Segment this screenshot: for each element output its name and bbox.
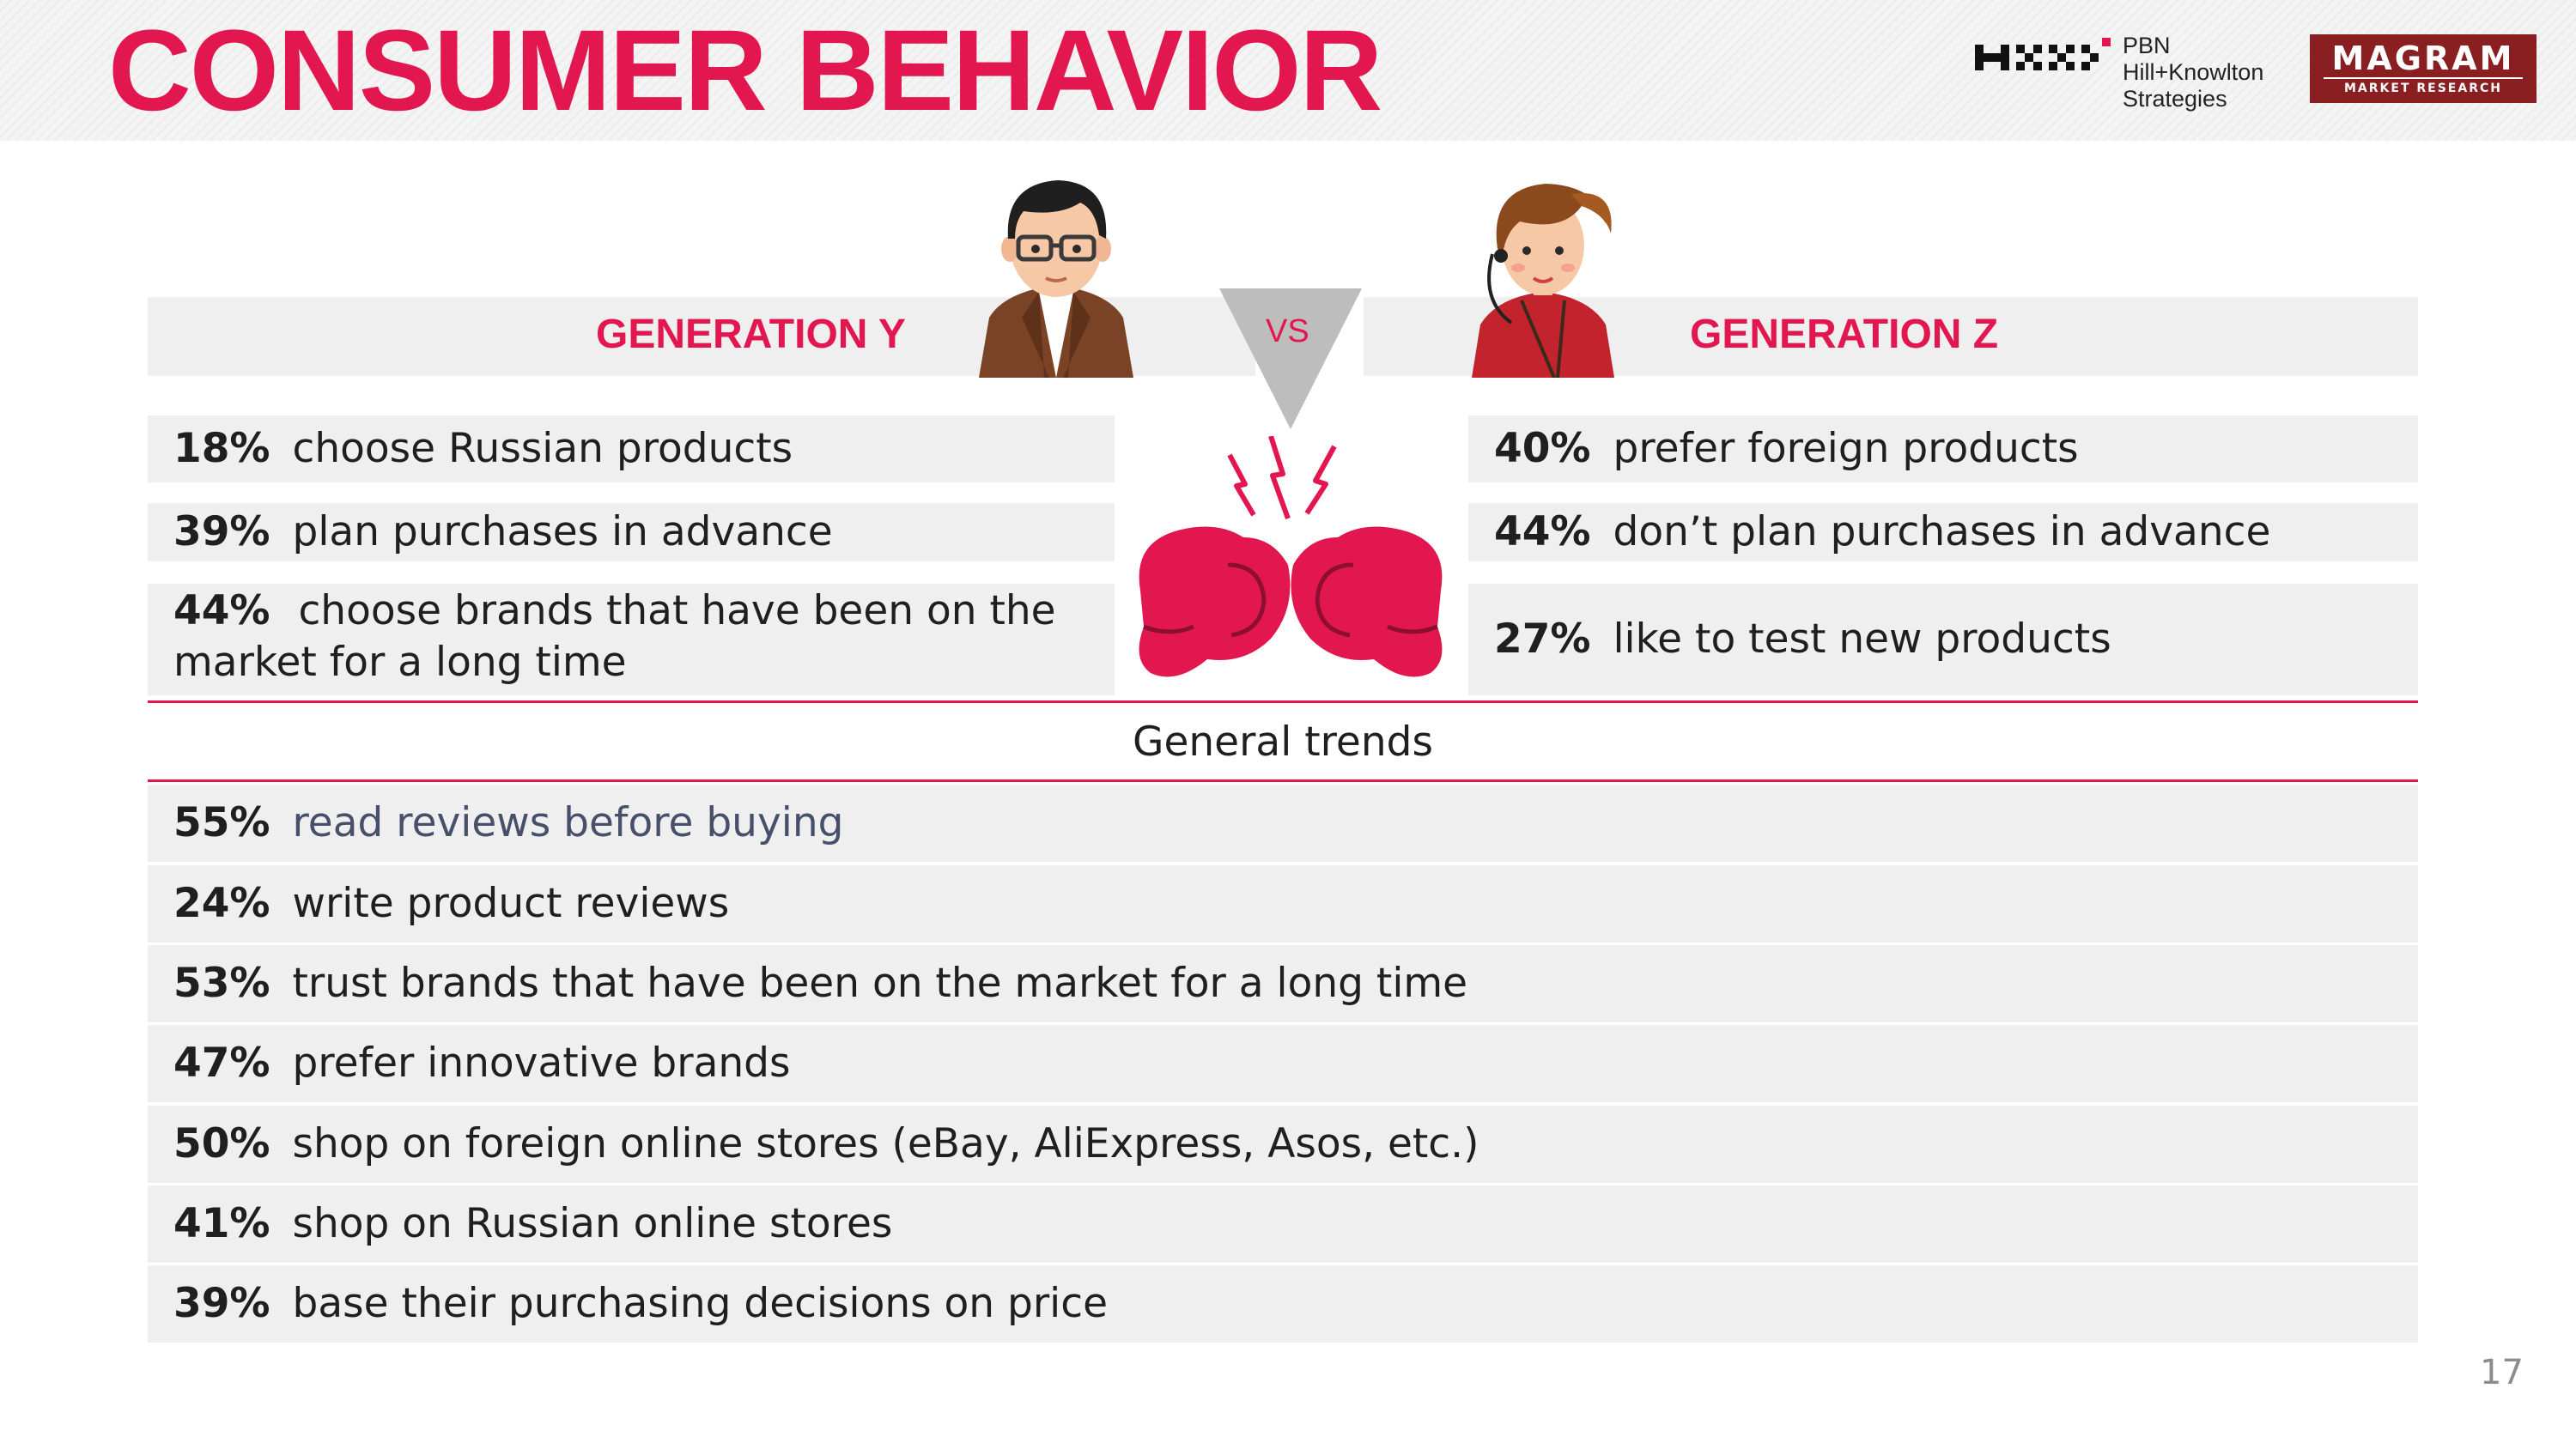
magram-logo-name: MAGRAM [2331, 39, 2515, 77]
vs-triangle-icon [1219, 288, 1362, 429]
gen-z-stat-text: like to test new products [1613, 615, 2111, 663]
gen-y-stat-percent: 44% [173, 587, 270, 634]
gen-z-stat-percent: 40% [1494, 425, 1591, 472]
gen-y-stat-percent: 18% [173, 425, 270, 472]
gen-y-stat-row: 18% choose Russian products [148, 415, 1115, 482]
trend-percent: 50% [173, 1120, 270, 1167]
gen-y-stat-row: 39% plan purchases in advance [148, 503, 1115, 561]
trends-top-divider [148, 700, 2418, 703]
generation-z-title: GENERATION Z [1690, 312, 1999, 357]
trend-percent: 24% [173, 880, 270, 927]
header-band [0, 0, 2576, 141]
trends-bottom-divider [148, 779, 2418, 782]
trend-text: base their purchasing decisions on price [292, 1280, 1109, 1327]
gen-z-stat-row: 27% like to test new products [1468, 584, 2418, 695]
gen-z-stat-text: don’t plan purchases in advance [1613, 508, 2271, 555]
trend-row: 41% shop on Russian online stores [148, 1185, 2418, 1263]
magram-logo: MAGRAM MARKET RESEARCH [2310, 34, 2537, 103]
trend-percent: 41% [173, 1200, 270, 1247]
gen-y-stat-text: plan purchases in advance [292, 508, 833, 555]
gen-y-stat-row: 44% choose brands that have been on the … [148, 584, 1115, 695]
general-trends-label: General trends [1133, 718, 1433, 766]
trend-percent: 53% [173, 960, 270, 1007]
trend-text: shop on foreign online stores (eBay, Ali… [292, 1120, 1479, 1167]
gen-z-stat-text: prefer foreign products [1613, 425, 2079, 472]
page-number: 17 [2480, 1353, 2524, 1392]
trend-percent: 39% [173, 1280, 270, 1327]
trend-text: prefer innovative brands [292, 1040, 791, 1087]
trend-row: 55% read reviews before buying [148, 785, 2418, 862]
trend-row: 47% prefer innovative brands [148, 1025, 2418, 1102]
trend-percent: 47% [173, 1040, 270, 1087]
boxing-gloves-icon [1139, 436, 1443, 677]
trend-percent: 55% [173, 799, 270, 846]
trend-row: 24% write product reviews [148, 865, 2418, 943]
generation-y-title: GENERATION Y [596, 312, 906, 357]
pbn-logo-text: PBN Hill+Knowlton Strategies [2123, 33, 2264, 112]
vs-label: VS [1266, 313, 1309, 349]
trend-text: read reviews before buying [292, 799, 844, 846]
trend-text: write product reviews [292, 880, 730, 927]
pbn-logo-mark-icon [1975, 38, 2111, 70]
gen-z-stat-percent: 27% [1494, 615, 1591, 663]
trend-row: 53% trust brands that have been on the m… [148, 945, 2418, 1022]
trend-text: shop on Russian online stores [292, 1200, 893, 1247]
man-glasses-avatar-icon [979, 180, 1133, 378]
page-title: CONSUMER BEHAVIOR [108, 7, 1382, 135]
gen-y-stat-text: choose Russian products [292, 425, 793, 472]
gen-z-stat-row: 44% don’t plan purchases in advance [1468, 503, 2418, 561]
gen-y-stat-text: choose brands that have been on the [298, 587, 1056, 634]
trend-row: 50% shop on foreign online stores (eBay,… [148, 1106, 2418, 1183]
gen-z-stat-percent: 44% [1494, 508, 1591, 555]
gen-z-stat-row: 40% prefer foreign products [1468, 415, 2418, 482]
gen-y-stat-percent: 39% [173, 508, 270, 555]
magram-logo-subtitle: MARKET RESEARCH [2324, 77, 2523, 96]
woman-headphones-avatar-icon [1472, 184, 1614, 378]
trend-row: 39% base their purchasing decisions on p… [148, 1265, 2418, 1343]
trend-text: trust brands that have been on the marke… [292, 960, 1468, 1007]
gen-y-stat-text-continued: market for a long time [173, 639, 627, 686]
